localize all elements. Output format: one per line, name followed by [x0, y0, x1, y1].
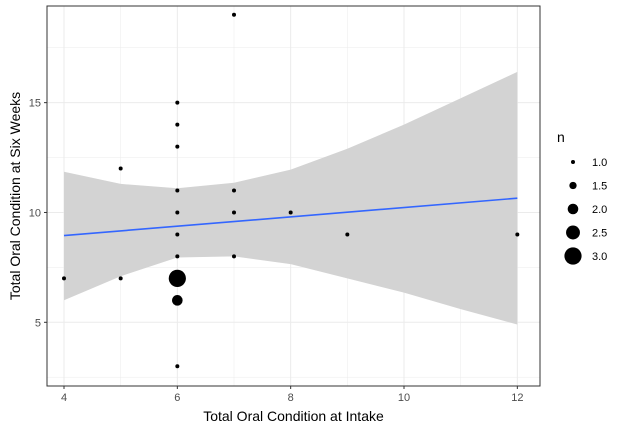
- legend-key: [567, 203, 579, 215]
- data-point: [118, 166, 123, 171]
- axis-ticks: 4 6 8 10 12 5 10 15: [29, 98, 524, 404]
- x-axis-title: Total Oral Condition at Intake: [203, 408, 384, 424]
- data-point: [175, 100, 180, 105]
- x-tick-label: 12: [511, 392, 523, 404]
- data-point: [175, 188, 180, 193]
- y-axis-title: Total Oral Condition at Six Weeks: [7, 92, 23, 300]
- data-point: [175, 144, 180, 149]
- x-tick-label: 8: [288, 392, 294, 404]
- data-point: [232, 254, 236, 259]
- y-tick-label: 15: [29, 98, 41, 110]
- data-point: [232, 12, 236, 17]
- data-point: [175, 232, 180, 237]
- legend-label: 3.0: [592, 251, 607, 263]
- legend-label: 1.5: [592, 181, 607, 193]
- data-point: [232, 188, 236, 193]
- data-point: [118, 276, 123, 281]
- points-layer: [62, 12, 520, 369]
- legend: n 1.0 1.5 2.0 2.5 3.0: [557, 129, 607, 265]
- x-tick-label: 4: [61, 392, 67, 404]
- data-point: [175, 254, 180, 259]
- data-point: [175, 364, 180, 369]
- trend-line: [63, 197, 518, 237]
- data-point: [515, 232, 520, 237]
- y-tick-label: 5: [35, 317, 41, 329]
- legend-label: 2.0: [592, 204, 607, 216]
- data-point: [288, 210, 293, 215]
- legend-key: [566, 225, 580, 240]
- plot-panel-frame: [46, 5, 541, 387]
- legend-key: [571, 160, 575, 164]
- x-tick-label: 10: [398, 392, 410, 404]
- legend-label: 2.5: [592, 228, 607, 240]
- data-point: [168, 269, 186, 287]
- confidence-band: [64, 71, 518, 325]
- legend-entries: 1.0 1.5 2.0 2.5 3.0: [564, 157, 607, 265]
- y-tick-label: 10: [29, 207, 41, 219]
- legend-key: [569, 181, 577, 190]
- legend-label: 1.0: [592, 157, 607, 169]
- data-point: [175, 122, 180, 127]
- x-tick-label: 6: [174, 392, 180, 404]
- confidence-band-layer: [64, 71, 518, 325]
- data-point: [232, 210, 236, 215]
- data-point: [62, 276, 66, 281]
- legend-title: n: [557, 129, 565, 145]
- trend-line-layer: [63, 197, 518, 237]
- data-point: [345, 232, 350, 237]
- data-point: [175, 210, 180, 215]
- data-point: [172, 295, 183, 306]
- legend-key: [564, 247, 582, 265]
